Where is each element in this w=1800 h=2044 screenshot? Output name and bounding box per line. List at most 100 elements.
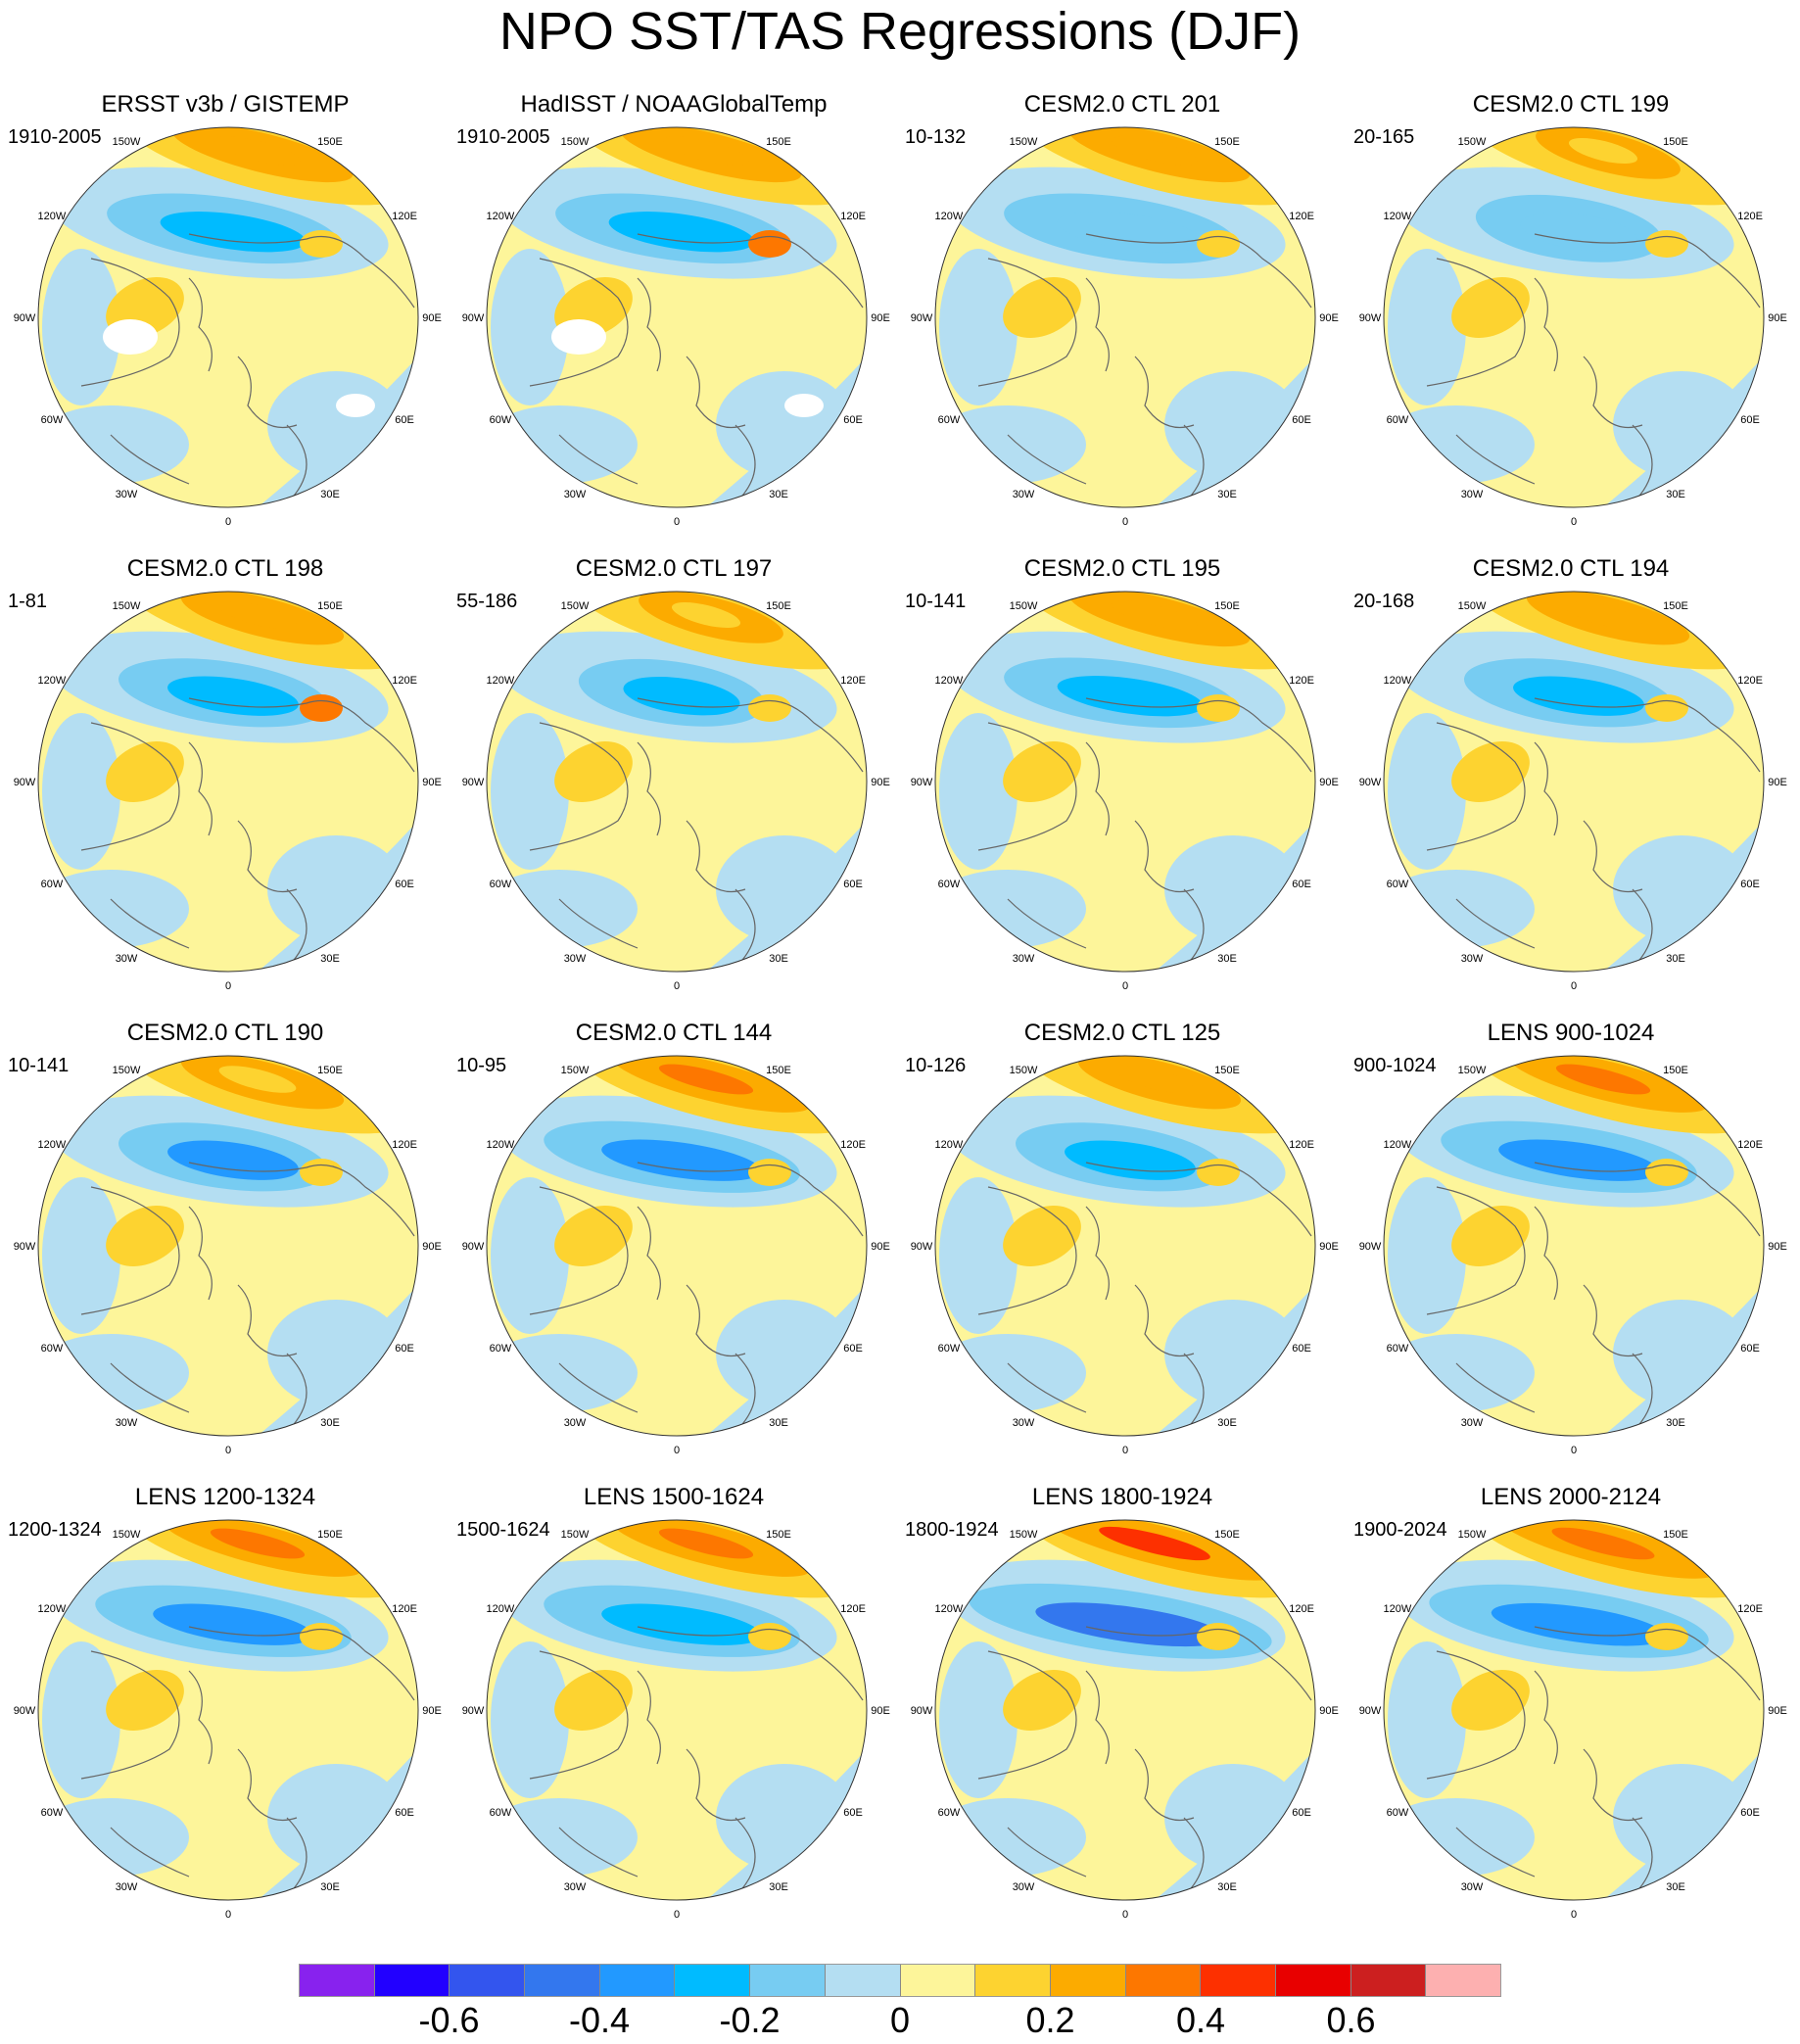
field-cool-region	[267, 835, 404, 943]
map-panel: CESM2.0 CTL 201 10-132 180 150E 120E 90E 60E 30…	[897, 90, 1348, 555]
longitude-label: 0	[1571, 1445, 1577, 1456]
map-boundary	[1383, 591, 1765, 973]
field-warm-patch	[1645, 230, 1688, 258]
longitude-label: 30W	[564, 1881, 587, 1893]
longitude-label: 60W	[490, 1807, 512, 1819]
map-boundary	[486, 1519, 868, 1901]
longitude-label: 180	[668, 582, 686, 585]
longitude-label: 180	[1565, 1510, 1583, 1513]
coastline	[977, 1186, 1077, 1315]
field-warm-patch	[1197, 230, 1240, 258]
map-panel: CESM2.0 CTL 197 55-186 180 150E 120E 90E 60E 30…	[449, 554, 899, 1020]
longitude-label: 180	[1116, 118, 1134, 120]
longitude-label: 30W	[1013, 1881, 1035, 1893]
colorbar-swatch	[750, 1965, 826, 1996]
polar-map: 180 150E 120E 90E 60E 30E 0 30W 60W 90W 120W 150W	[1359, 118, 1787, 528]
longitude-label: 90W	[911, 777, 933, 788]
coastline	[188, 1206, 213, 1301]
coastline	[1583, 356, 1643, 429]
map-panel: ERSST v3b / GISTEMP 1910-2005 180 150E 120E 9…	[0, 90, 450, 555]
longitude-label: 60W	[938, 1807, 961, 1819]
panel-year-range: 10-132	[905, 126, 967, 148]
coastline	[1085, 1162, 1312, 1237]
longitude-label: 60W	[41, 1343, 64, 1355]
field-warm-patch	[1645, 694, 1688, 722]
coastline	[1085, 277, 1110, 372]
colorbar-swatch	[1125, 1965, 1202, 1996]
longitude-label: 180	[219, 118, 237, 120]
field-cool-region	[716, 1300, 853, 1407]
longitude-label: 90E	[1768, 1241, 1787, 1253]
coastline	[977, 258, 1077, 387]
longitude-label: 60W	[490, 879, 512, 890]
longitude-label: 150W	[1010, 600, 1038, 612]
colorbar-swatch	[825, 1965, 901, 1996]
longitude-label: 120W	[935, 1139, 964, 1151]
coastline	[1534, 1670, 1558, 1765]
coastline	[637, 697, 864, 773]
panel-title: CESM2.0 CTL 198	[126, 555, 324, 582]
longitude-label: 120W	[935, 211, 964, 222]
coastline	[188, 741, 213, 836]
colorbar-tick-label: -0.4	[568, 2000, 631, 2040]
longitude-label: 60W	[938, 414, 961, 426]
longitude-label: 120E	[840, 1603, 866, 1615]
panel-year-range: 10-95	[456, 1055, 507, 1076]
longitude-label: 150E	[317, 1529, 343, 1541]
longitude-label: 150W	[1458, 1065, 1487, 1076]
panel-year-range: 10-126	[905, 1055, 967, 1076]
field-cool-core	[1057, 212, 1204, 253]
polar-map: 180 150E 120E 90E 60E 30E 0 30W 60W 90W 120W 150W	[462, 1510, 890, 1921]
map-boundary	[486, 126, 868, 508]
longitude-label: 0	[1122, 980, 1128, 992]
colorbar-swatch	[599, 1965, 676, 1996]
coastline	[1583, 1284, 1643, 1357]
colorbar-swatch	[374, 1965, 450, 1996]
longitude-label: 150W	[1458, 1529, 1487, 1541]
longitude-label: 90E	[1768, 1705, 1787, 1717]
field-warm-patch	[1197, 1623, 1240, 1650]
field-warm-patch	[300, 1623, 343, 1650]
panel-year-range: 10-141	[8, 1055, 70, 1076]
field-cool-core	[1520, 213, 1637, 252]
panel-title: CESM2.0 CTL 195	[1023, 555, 1221, 582]
map-boundary	[1383, 126, 1765, 508]
field-cool-region	[267, 371, 404, 479]
panel-title: LENS 1500-1624	[583, 1484, 765, 1510]
field-warm-core	[658, 1528, 754, 1559]
colorbar-tick-label: 0.2	[1025, 2000, 1075, 2040]
longitude-label: 60W	[1387, 879, 1409, 890]
longitude-label: 120E	[1737, 675, 1763, 687]
longitude-label: 0	[674, 1909, 680, 1921]
longitude-label: 60E	[1292, 879, 1311, 890]
longitude-label: 150W	[113, 136, 141, 148]
field-cool-region	[939, 1177, 1018, 1334]
longitude-label: 150E	[1214, 600, 1240, 612]
longitude-label: 60W	[1387, 414, 1409, 426]
longitude-label: 180	[1565, 582, 1583, 585]
longitude-label: 60E	[1292, 414, 1311, 426]
field-warm-core	[658, 1064, 754, 1095]
field-warm-core	[1099, 1526, 1210, 1561]
longitude-label: 30E	[769, 1881, 788, 1893]
panel-year-range: 1800-1924	[905, 1519, 999, 1541]
field-warm-core	[210, 1528, 306, 1559]
polar-map: 180 150E 120E 90E 60E 30E 0 30W 60W 90W 120W 150W	[14, 1510, 442, 1921]
coastline	[1534, 1626, 1761, 1701]
longitude-label: 150E	[1663, 1529, 1688, 1541]
map-panel: CESM2.0 CTL 125 10-126 180 150E 120E 90E 60E 30…	[897, 1019, 1348, 1484]
coastline	[637, 1162, 864, 1237]
longitude-label: 90E	[1319, 1705, 1339, 1717]
longitude-label: 30W	[564, 489, 587, 500]
longitude-label: 60W	[490, 414, 512, 426]
coastline	[1455, 1362, 1536, 1413]
longitude-label: 90E	[1319, 777, 1339, 788]
map-panel: CESM2.0 CTL 194 20-168 180 150E 120E 90E 60E 30…	[1346, 554, 1796, 1020]
longitude-label: 120E	[392, 1603, 417, 1615]
longitude-label: 90W	[14, 312, 36, 324]
field-cool-region	[1613, 835, 1750, 943]
field-cool-region	[491, 1177, 569, 1334]
colorbar-swatch	[525, 1965, 600, 1996]
field-cool-region	[491, 1641, 569, 1798]
longitude-label: 90E	[1768, 312, 1787, 324]
